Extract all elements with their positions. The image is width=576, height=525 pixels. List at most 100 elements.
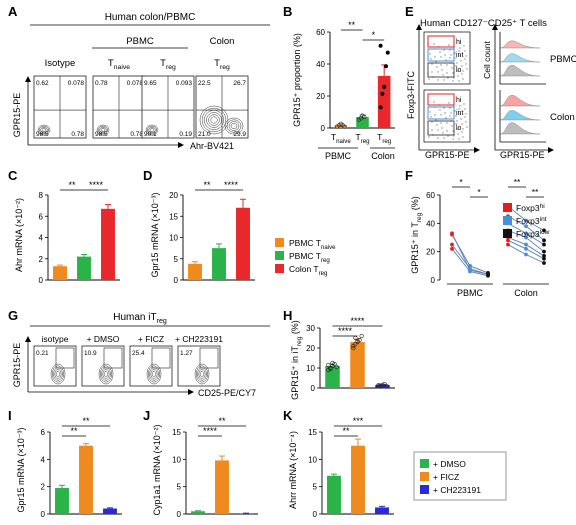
panel-a-quad-ul: 9.65 — [144, 80, 157, 87]
panel-label-b: B — [283, 4, 292, 19]
panel-e-row-label: Colon — [550, 112, 575, 123]
panel-f-point — [450, 246, 454, 251]
legend-cd-label-sub: reg — [319, 270, 328, 277]
panel-e-dot — [449, 107, 451, 109]
panel-e-dot — [453, 105, 455, 107]
panel-h-ylabel-tail: (%) — [290, 320, 300, 337]
panel-b: B GPR15⁺ proportion (%) 0204060***Tnaive… — [283, 4, 395, 161]
H-point — [330, 360, 335, 366]
panel-e-dot — [428, 136, 430, 138]
panel-e-histogram — [499, 53, 541, 63]
K-ytick-label: 10 — [308, 455, 317, 464]
panel-e-dot — [449, 49, 451, 51]
panel-g-flow-frame — [129, 345, 173, 387]
legend-ik-label: + CH223191 — [433, 485, 481, 495]
panel-e-dot — [445, 59, 447, 61]
panel-e-gate-label: hi — [456, 97, 462, 104]
panel-e-gate-int — [427, 48, 455, 62]
legend-f-label-sup: hi — [540, 203, 545, 210]
H-point — [359, 333, 364, 339]
legend-cd-swatch — [275, 251, 284, 260]
panel-e-dot — [430, 116, 432, 118]
panel-e-dot — [443, 49, 445, 51]
panel-e-dot — [437, 129, 439, 131]
panel-a: A Human colon/PBMC PBMC Colon Isotype 0.6… — [8, 4, 270, 151]
B-ytick-label: 20 — [316, 92, 325, 101]
panel-e-dot — [463, 45, 465, 47]
panel-a-flow-contour — [206, 112, 222, 128]
panel-g-flow-contour — [150, 369, 158, 379]
panel-h-chart: 0 10 20 30 ******** GPR15⁺ in iTreg (%) — [290, 316, 395, 400]
I-bar — [79, 445, 93, 514]
H-ytick-label: 0 — [311, 384, 316, 393]
panel-e-dot — [446, 64, 448, 66]
H-point — [357, 337, 362, 343]
panel-e-dot — [452, 80, 454, 82]
panel-a-quad-lr: 0.78 — [130, 131, 143, 138]
legend-cd-label: Colon Treg — [289, 264, 327, 277]
panel-g-value: 1.27 — [180, 350, 193, 357]
panel-e-dot — [447, 135, 449, 137]
legend-ik: + DMSO + FICZ + CH223191 — [413, 451, 507, 501]
panel-e-dot — [456, 62, 458, 64]
panel-a-flow-contour — [210, 116, 218, 124]
B-point — [380, 91, 385, 96]
panel-j-ylabel: Cyp1a1 mRNA (×10⁻²) — [152, 424, 162, 515]
legend-f-label: Foxp3hi — [516, 203, 545, 213]
panel-b-xcat: Tnaive — [331, 132, 351, 145]
panel-e-dot — [459, 105, 461, 107]
panel-label-k: K — [283, 408, 293, 423]
panel-e-dot — [451, 125, 453, 127]
panel-g-flow-contour — [197, 367, 207, 381]
panel-label-g: G — [8, 308, 18, 323]
panel-g-value: 10.9 — [84, 350, 97, 357]
panel-e-dot — [431, 129, 433, 131]
legend-ik-swatch — [420, 485, 429, 494]
panel-label-i: I — [8, 408, 12, 423]
panel-e-dot — [462, 78, 464, 80]
panel-e-dot — [431, 121, 433, 123]
panel-g-plot-title: + CH223191 — [175, 334, 223, 344]
panel-a-quad-ur: 0.078 — [127, 80, 144, 87]
panel-e-dot — [439, 109, 441, 111]
panel-b-xcat-sub: reg — [382, 138, 391, 145]
panel-e-dot — [458, 138, 460, 140]
panel-g-flow-contour — [52, 365, 64, 383]
panel-g-flow-frame — [33, 345, 77, 387]
panel-b-xcat-main: T — [355, 132, 360, 142]
panel-e-dot — [448, 102, 450, 104]
legend-cd-label-main: PBMC T — [289, 251, 321, 261]
legend-ik-label: + DMSO — [433, 459, 466, 469]
panel-g-title-sub: reg — [157, 318, 167, 325]
panel-e-dot — [449, 115, 451, 117]
panel-e-dot — [466, 126, 468, 128]
panel-e-dot — [431, 71, 433, 73]
panel-e-dot — [461, 73, 463, 75]
K-sig-label: ** — [342, 426, 350, 436]
panel-a-quad-ul: 0.78 — [95, 80, 108, 87]
panel-f-group: PBMC — [457, 288, 484, 298]
panel-i: I Gpr15 mRNA (×10⁻³) 0 2 4 6 ** ** — [8, 408, 122, 519]
panel-e-dot — [443, 79, 445, 81]
K-sig-label: *** — [353, 416, 364, 426]
H-point — [378, 383, 383, 388]
K-bar — [327, 475, 341, 514]
H-bar — [350, 342, 365, 388]
panel-e-dot — [459, 47, 461, 49]
panel-e-dot — [446, 130, 448, 132]
H-point — [328, 366, 333, 372]
panel-g-flow-contour — [54, 369, 62, 379]
panel-g-flow-contour — [53, 367, 63, 381]
B-sig-label: * — [372, 30, 376, 40]
panel-e-dot — [453, 77, 455, 79]
panel-a-flow-contour — [98, 125, 108, 135]
panel-a-quad-lr: 0.78 — [71, 131, 84, 138]
panel-e-dot — [461, 65, 463, 67]
panel-e-xlabel-right: GPR15-PE — [500, 150, 545, 160]
legend-f-swatch — [503, 216, 512, 225]
K-bar — [351, 445, 365, 514]
panel-f-point — [542, 249, 546, 254]
panel-e-dot — [457, 75, 459, 77]
